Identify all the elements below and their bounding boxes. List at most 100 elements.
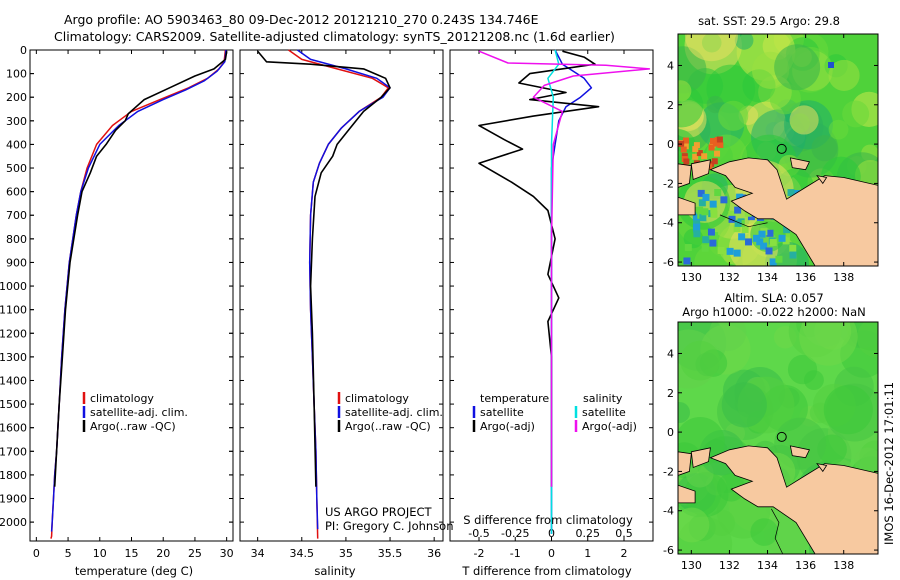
y-tick-label: 300 xyxy=(6,115,27,128)
legend-label-satellite: satellite-adj. clim. xyxy=(90,406,188,419)
field-pixel xyxy=(701,153,708,160)
land-polygon xyxy=(690,447,711,469)
field-pixel xyxy=(734,219,742,227)
y-tick-label: 1600 xyxy=(0,422,27,435)
field-pixel xyxy=(828,62,834,68)
diff-xlabel-top: S difference from climatology xyxy=(463,513,633,527)
x-tick-label: 20 xyxy=(156,547,170,560)
x-tick-label: 138 xyxy=(833,271,854,284)
land-polygon xyxy=(678,196,696,216)
field-patch xyxy=(680,340,720,381)
series-line-argo-raw-qc- xyxy=(53,51,228,487)
legend-label-t-argo: Argo(-adj) xyxy=(480,420,535,433)
x-tick-label: 35 xyxy=(339,547,353,560)
field-patch xyxy=(769,83,801,115)
field-patch xyxy=(734,34,754,50)
field-pixel xyxy=(789,251,797,259)
legend-label-argo: Argo(..raw -QC) xyxy=(90,420,176,433)
field-pixel xyxy=(682,137,689,144)
s-tick-label: -0.5 xyxy=(468,527,489,540)
title-line-1: Argo profile: AO 5903463_80 09-Dec-2012 … xyxy=(64,12,539,27)
y-tick-label: 1300 xyxy=(0,351,27,364)
field-pixel xyxy=(710,205,718,213)
land-polygon xyxy=(789,445,810,459)
x-tick-label: 15 xyxy=(125,547,139,560)
field-pixel xyxy=(766,229,774,237)
map-field xyxy=(678,34,878,266)
x-tick-label: 5 xyxy=(65,547,72,560)
field-pixel xyxy=(709,200,717,208)
y-tick-label: 100 xyxy=(6,68,27,81)
field-pixel xyxy=(728,210,736,218)
field-patch xyxy=(799,322,858,366)
s-tick-label: -0.25 xyxy=(501,527,529,540)
legend-label-climatology: climatology xyxy=(345,392,409,405)
y-tick-label: 200 xyxy=(6,91,27,104)
land-polygon xyxy=(690,159,711,181)
field-pixel xyxy=(741,225,749,233)
salinity-xlabel: salinity xyxy=(314,564,355,578)
x-tick-label: 36 xyxy=(427,547,441,560)
sla-map-panel: 130 132 134 136 138 4 2 0 -2 -4 -6 xyxy=(663,321,879,572)
field-pixel xyxy=(734,206,742,214)
y-tick-label: -2 xyxy=(663,177,674,190)
x-tick-label: 134 xyxy=(757,271,778,284)
temperature-panel: 0100200300400500600700800900100011001200… xyxy=(0,44,234,560)
s-tick-label: 0.25 xyxy=(576,527,601,540)
land-polygon xyxy=(816,175,828,185)
x-tick-label: 25 xyxy=(188,547,202,560)
y-tick-label: 800 xyxy=(6,233,27,246)
field-pixel xyxy=(707,228,715,236)
legend-label-satellite: satellite-adj. clim. xyxy=(345,406,443,419)
field-pixel xyxy=(716,136,723,143)
field-patch xyxy=(678,401,690,423)
x-tick-label: 130 xyxy=(681,271,702,284)
legend-label-t-satellite: satellite xyxy=(480,406,524,419)
plot-frame xyxy=(29,49,234,542)
legend-title-temperature: temperature xyxy=(480,392,549,405)
field-pixel xyxy=(701,208,709,216)
field-pixel xyxy=(701,244,709,252)
field-pixel xyxy=(728,215,736,223)
y-tick-label: 2 xyxy=(667,99,674,112)
y-tick-label: -2 xyxy=(663,465,674,478)
field-pixel xyxy=(787,189,795,197)
land-polygon xyxy=(678,484,696,504)
y-tick-label: 1700 xyxy=(0,445,27,458)
land-polygon xyxy=(789,157,810,171)
field-pixel xyxy=(775,255,783,263)
series-line-salinity-satellite xyxy=(547,49,560,534)
field-pixel xyxy=(714,150,721,157)
field-pixel xyxy=(789,244,797,252)
y-tick-label: 500 xyxy=(6,162,27,175)
sst-map-panel: 130 132 134 136 138 4 2 0 -2 -4 -6 xyxy=(663,33,879,284)
field-patch xyxy=(842,100,870,128)
y-tick-label: 1200 xyxy=(0,327,27,340)
y-tick-label: 4 xyxy=(667,347,674,360)
y-tick-label: 1500 xyxy=(0,398,27,411)
y-tick-label: 0 xyxy=(667,138,674,151)
field-pixel xyxy=(726,247,734,255)
field-pixel xyxy=(696,206,704,214)
project-label: US ARGO PROJECT xyxy=(325,505,433,519)
pi-label: PI: Gregory C. Johnson xyxy=(325,519,454,533)
field-patch xyxy=(718,100,749,131)
land-polygon xyxy=(709,445,878,554)
sla-map-title-1: Altim. SLA: 0.057 xyxy=(724,291,823,305)
field-patch xyxy=(678,507,710,543)
y-tick-label: -4 xyxy=(663,217,674,230)
field-patch xyxy=(828,59,860,91)
field-pixel xyxy=(699,214,707,222)
field-pixel xyxy=(708,144,715,151)
field-pixel xyxy=(702,193,710,201)
field-pixel xyxy=(712,140,719,147)
field-pixel xyxy=(769,238,777,246)
field-pixel xyxy=(711,158,718,165)
y-tick-label: 2 xyxy=(667,387,674,400)
field-pixel xyxy=(692,153,699,160)
x-tick-label: 130 xyxy=(681,559,702,572)
x-tick-label: 136 xyxy=(795,271,816,284)
y-tick-label: -6 xyxy=(663,544,674,557)
field-pixel xyxy=(702,236,710,244)
x-tick-label: 1 xyxy=(584,547,591,560)
